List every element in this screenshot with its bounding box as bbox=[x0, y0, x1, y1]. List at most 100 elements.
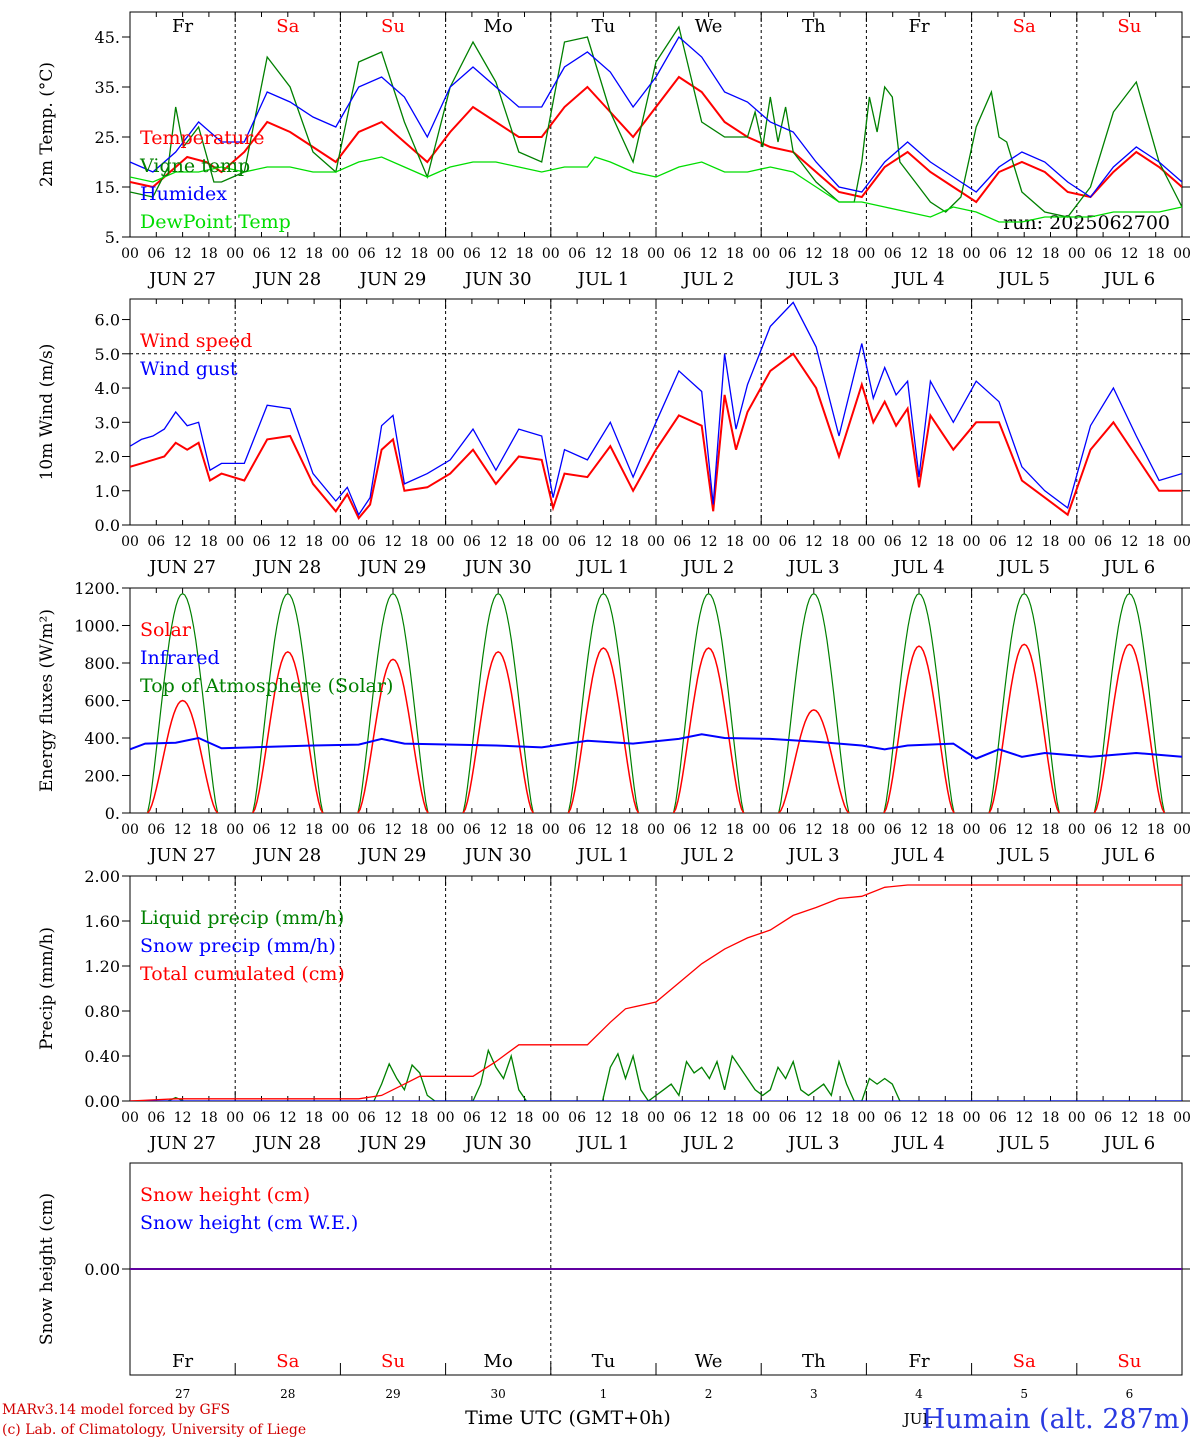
x-hour-label: 06 bbox=[147, 534, 165, 550]
day-of-week-label: We bbox=[695, 1351, 723, 1372]
x-hour-label: 00 bbox=[963, 246, 981, 262]
x-hour-label: 12 bbox=[1015, 1110, 1033, 1126]
day-of-week-label: Sa bbox=[276, 16, 299, 37]
total-cumulated-cm-line bbox=[130, 884, 1182, 1101]
day-number-label: 1 bbox=[600, 1387, 608, 1401]
x-date-label: JUL 3 bbox=[786, 557, 840, 578]
day-of-week-label: Fr bbox=[908, 1351, 929, 1372]
temperature-line bbox=[130, 75, 1182, 204]
y-tick-label: 1.20 bbox=[84, 957, 120, 976]
x-hour-label: 18 bbox=[726, 246, 744, 262]
x-hour-label: 00 bbox=[121, 1110, 139, 1126]
toa-solar-line bbox=[252, 592, 324, 813]
x-date-label: JUL 4 bbox=[891, 845, 945, 866]
x-date-label: JUN 30 bbox=[463, 557, 532, 578]
x-hour-label: 06 bbox=[1094, 534, 1112, 550]
x-hour-label: 18 bbox=[1147, 534, 1165, 550]
x-hour-label: 18 bbox=[305, 1110, 323, 1126]
x-hour-label: 18 bbox=[1042, 822, 1060, 838]
toa-solar-line bbox=[462, 592, 534, 813]
x-hour-label: 06 bbox=[779, 246, 797, 262]
x-hour-label: 06 bbox=[779, 534, 797, 550]
x-hour-label: 00 bbox=[1173, 1110, 1191, 1126]
x-hour-label: 18 bbox=[621, 1110, 639, 1126]
x-hour-label: 18 bbox=[831, 1110, 849, 1126]
legend-entry: Infrared bbox=[140, 647, 220, 669]
legend-entry: Humidex bbox=[140, 183, 227, 205]
x-hour-label: 06 bbox=[884, 534, 902, 550]
x-date-label: JUN 29 bbox=[358, 845, 427, 866]
x-hour-label: 00 bbox=[226, 822, 244, 838]
x-hour-label: 12 bbox=[700, 246, 718, 262]
x-hour-label: 12 bbox=[384, 1110, 402, 1126]
x-hour-label: 06 bbox=[989, 246, 1007, 262]
plot-area bbox=[130, 884, 1182, 1101]
x-hour-label: 18 bbox=[410, 1110, 428, 1126]
x-hour-label: 12 bbox=[594, 1110, 612, 1126]
x-date-label: JUL 5 bbox=[996, 1133, 1050, 1154]
x-date-label: JUN 28 bbox=[252, 269, 321, 290]
y-axis-label: Snow height (cm) bbox=[37, 1193, 57, 1345]
x-hour-label: 00 bbox=[121, 246, 139, 262]
solar-line bbox=[883, 645, 955, 813]
x-hour-label: 12 bbox=[805, 1110, 823, 1126]
x-hour-label: 06 bbox=[673, 822, 691, 838]
x-hour-label: 18 bbox=[516, 1110, 534, 1126]
plot-area bbox=[130, 592, 1182, 813]
day-of-week-label: Sa bbox=[1013, 1351, 1036, 1372]
x-hour-label: 00 bbox=[647, 246, 665, 262]
y-tick-label: 5.0 bbox=[95, 345, 120, 364]
x-hour-label: 00 bbox=[752, 1110, 770, 1126]
x-hour-label: 06 bbox=[989, 1110, 1007, 1126]
x-hour-label: 12 bbox=[279, 534, 297, 550]
day-of-week-label: Su bbox=[1117, 16, 1141, 37]
x-date-label: JUL 1 bbox=[576, 269, 630, 290]
legend-entry: Top of Atmosphere (Solar) bbox=[140, 675, 393, 697]
x-hour-label: 12 bbox=[700, 1110, 718, 1126]
x-hour-label: 00 bbox=[647, 1110, 665, 1126]
x-hour-label: 00 bbox=[226, 1110, 244, 1126]
y-tick-label: 1.60 bbox=[84, 912, 120, 931]
x-hour-label: 18 bbox=[1147, 822, 1165, 838]
x-hour-label: 18 bbox=[516, 534, 534, 550]
x-hour-label: 00 bbox=[226, 246, 244, 262]
legend-entry: Snow height (cm) bbox=[140, 1184, 310, 1206]
x-date-label: JUL 6 bbox=[1102, 845, 1156, 866]
plot-area bbox=[130, 301, 1182, 521]
day-of-week-label: Su bbox=[1117, 1351, 1141, 1372]
x-hour-label: 00 bbox=[752, 246, 770, 262]
x-hour-label: 18 bbox=[200, 822, 218, 838]
legend-entry: Liquid precip (mm/h) bbox=[140, 907, 344, 929]
x-date-label: JUN 29 bbox=[358, 269, 427, 290]
x-date-label: JUN 27 bbox=[147, 845, 216, 866]
y-tick-label: 0.00 bbox=[84, 1260, 120, 1279]
panel-precip: 0.00 0.40 0.80 1.20 1.60 2.00 Precip (mm/h) 00 0… bbox=[37, 867, 1191, 1154]
x-hour-label: 06 bbox=[358, 246, 376, 262]
panel-wind: 0.0 1.0 2.0 3.0 4.0 5.0 6.0 10m Wind (m/s) 00 06 1… bbox=[37, 298, 1191, 578]
day-of-week-label: Mo bbox=[484, 16, 513, 37]
x-hour-label: 00 bbox=[226, 534, 244, 550]
x-hour-label: 06 bbox=[463, 534, 481, 550]
y-axis-label: Energy fluxes (W/m²) bbox=[37, 609, 57, 792]
x-hour-label: 06 bbox=[463, 822, 481, 838]
x-date-label: JUL 2 bbox=[681, 269, 735, 290]
x-date-label: JUL 2 bbox=[681, 557, 735, 578]
x-hour-label: 06 bbox=[989, 822, 1007, 838]
y-tick-label: 2.00 bbox=[84, 867, 120, 886]
x-hour-label: 12 bbox=[279, 1110, 297, 1126]
x-hour-label: 12 bbox=[594, 246, 612, 262]
x-date-label: JUN 30 bbox=[463, 845, 532, 866]
day-number-label: 4 bbox=[915, 1387, 923, 1401]
x-date-label: JUN 27 bbox=[147, 557, 216, 578]
x-hour-label: 06 bbox=[568, 1110, 586, 1126]
day-of-week-label: Su bbox=[381, 16, 405, 37]
x-hour-label: 06 bbox=[989, 534, 1007, 550]
solar-line bbox=[567, 647, 640, 813]
day-number-label: 27 bbox=[175, 1387, 190, 1401]
solar-line bbox=[357, 658, 429, 813]
x-hour-label: 00 bbox=[542, 822, 560, 838]
x-hour-label: 00 bbox=[331, 1110, 349, 1126]
x-date-label: JUN 29 bbox=[358, 1133, 427, 1154]
x-hour-label: 18 bbox=[936, 1110, 954, 1126]
